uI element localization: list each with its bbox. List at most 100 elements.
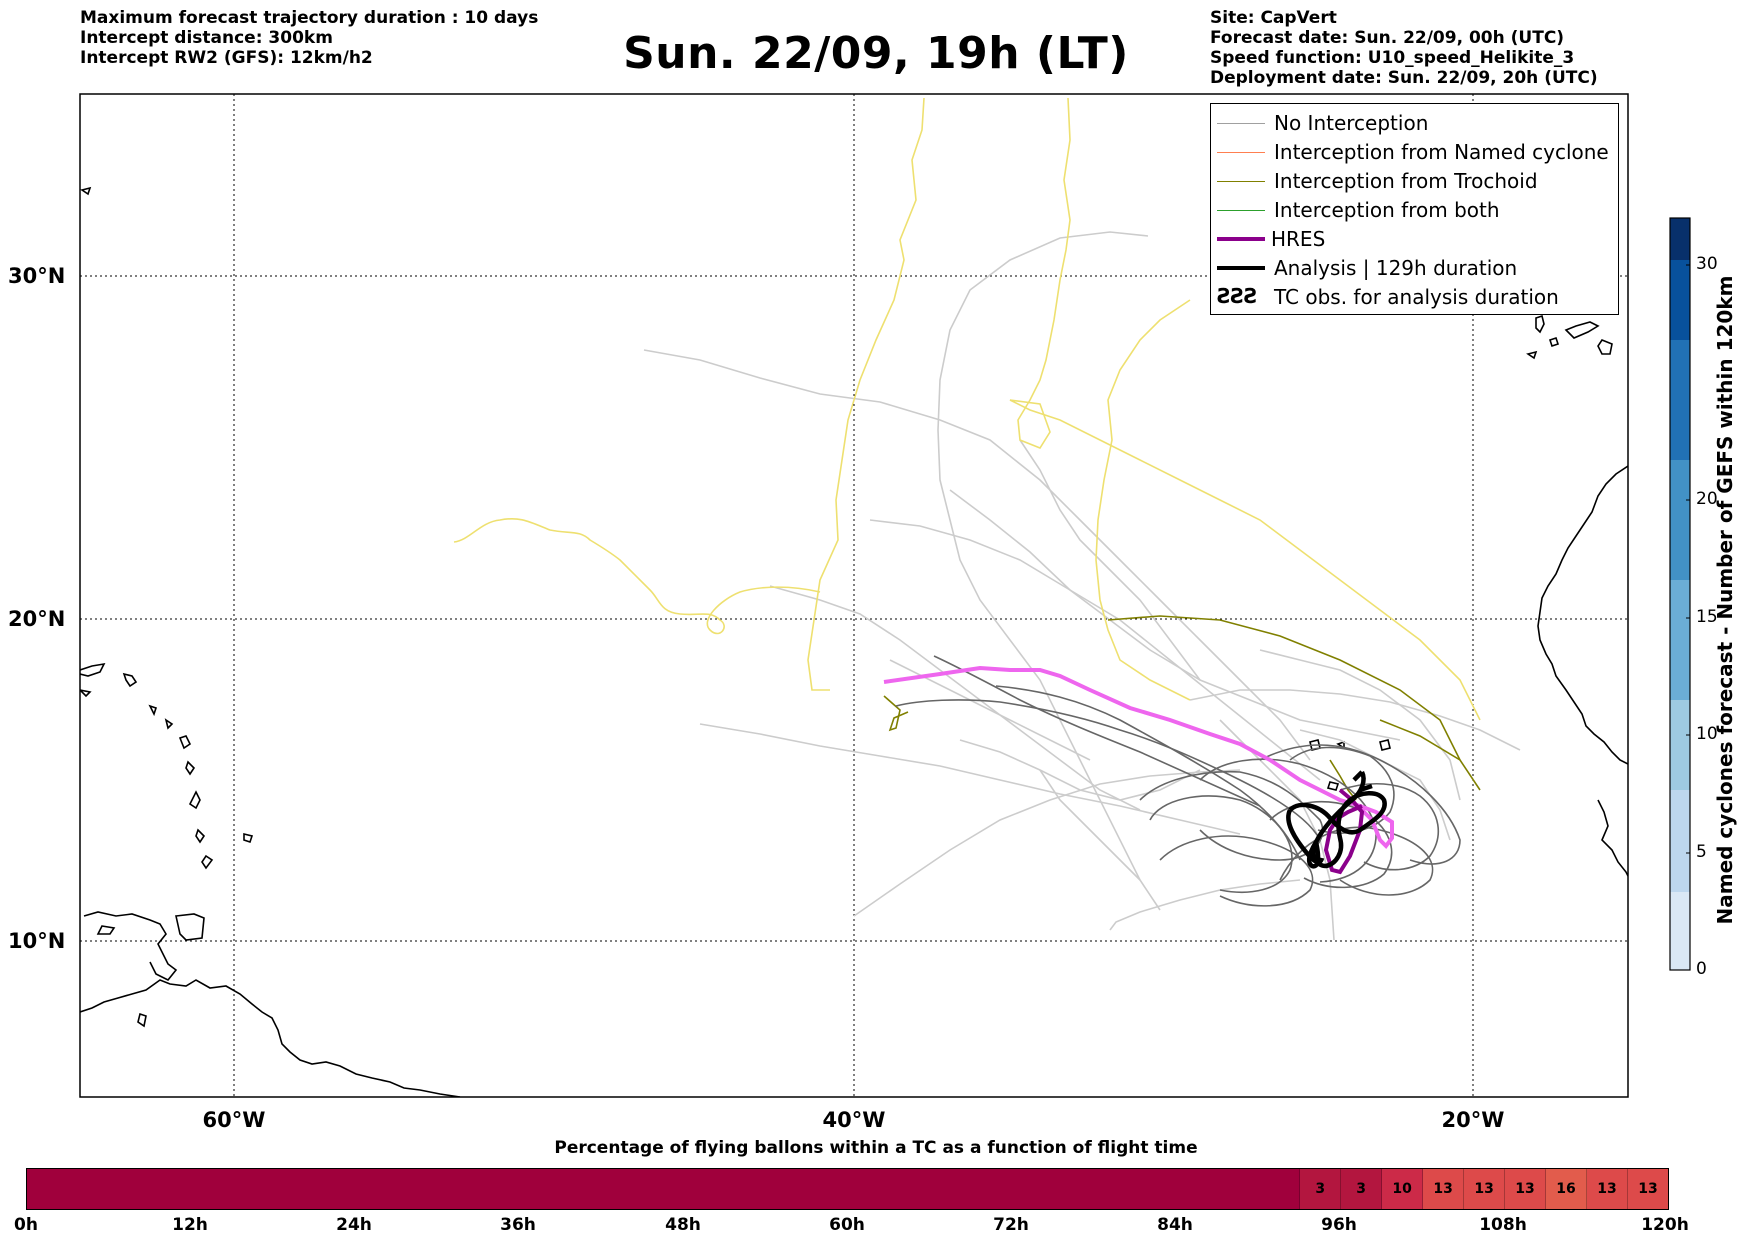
- map-legend: No Interception Interception from Named …: [1210, 103, 1619, 315]
- legend-item-tc-obs: ƧƧƧ TC obs. for analysis duration: [1211, 283, 1618, 312]
- legend-label: Analysis | 129h duration: [1274, 256, 1518, 280]
- cape-verde-2: [1336, 740, 1345, 750]
- cyclone-symbol-icon: ƧƧƧ: [1217, 284, 1258, 308]
- africa-coast: [1537, 465, 1628, 765]
- legend-label: HRES: [1271, 227, 1326, 251]
- island-c: [164, 718, 174, 730]
- colorbar-tick: 20: [1696, 489, 1718, 509]
- legend-swatch: [1217, 266, 1265, 270]
- colorbar-tick: 5: [1696, 842, 1707, 862]
- colorbar-segment: [1670, 700, 1690, 790]
- timebar-percent: 16: [1556, 1181, 1576, 1197]
- small-island-ne: [80, 186, 92, 196]
- site-text: Site: CapVert: [1210, 8, 1337, 28]
- legend-item-named-cyclone: Interception from Named cyclone: [1211, 138, 1618, 167]
- intercept-distance-text: Intercept distance: 300km: [80, 28, 333, 48]
- timebar-tick: 108h: [1479, 1215, 1527, 1235]
- legend-item-hres: HRES: [1211, 225, 1618, 254]
- lat-label-20n: 20°N: [8, 607, 66, 631]
- trochoid-interception-trajectories: [883, 615, 1481, 801]
- virgin-islands: [122, 672, 138, 688]
- timebar-tick: 12h: [172, 1215, 208, 1235]
- timebar-percent: 3: [1315, 1181, 1326, 1197]
- timebar-tick: 60h: [829, 1215, 865, 1235]
- africa-coast-south: [1597, 799, 1628, 877]
- barbados-coast: [175, 913, 205, 941]
- colorbar-segment: [1670, 790, 1690, 892]
- lesser-antilles-3: [188, 790, 201, 810]
- timebar-segment: 13: [1423, 1169, 1465, 1209]
- cape-verde-3: [1379, 739, 1391, 751]
- intercept-rw2-text: Intercept RW2 (GFS): 12km/h2: [80, 48, 373, 68]
- colorbar-tick: 30: [1696, 254, 1718, 274]
- timebar-tick: 96h: [1321, 1215, 1357, 1235]
- page-title: Sun. 22/09, 19h (LT): [623, 28, 1129, 79]
- lat-label-10n: 10°N: [8, 929, 66, 953]
- timebar-tick: 72h: [993, 1215, 1029, 1235]
- legend-label: Interception from Trochoid: [1274, 169, 1538, 193]
- timebar-segment: 13: [1505, 1169, 1547, 1209]
- legend-label: TC obs. for analysis duration: [1274, 285, 1559, 309]
- lon-label-20w: 20°W: [1441, 1108, 1505, 1132]
- lon-label-60w: 60°W: [202, 1108, 266, 1132]
- analysis-track: [1286, 770, 1387, 869]
- legend-label: Interception from Named cyclone: [1274, 140, 1609, 164]
- timebar-segment: 13: [1464, 1169, 1506, 1209]
- canary-islands-3: [1597, 339, 1613, 355]
- legend-swatch: [1217, 152, 1265, 153]
- timebar-percent: 10: [1392, 1181, 1412, 1197]
- colorbar: [1669, 217, 1691, 971]
- colorbar-segment: [1670, 340, 1690, 460]
- lesser-antilles-1: [178, 735, 192, 750]
- timebar-percent: 13: [1597, 1181, 1617, 1197]
- max-duration-text: Maximum forecast trajectory duration : 1…: [80, 8, 539, 28]
- island-a: [80, 689, 92, 698]
- timebar-segment: 16: [1546, 1169, 1587, 1209]
- legend-swatch: [1217, 237, 1265, 241]
- lon-label-40w: 40°W: [822, 1108, 886, 1132]
- trinidad-coast: [83, 911, 178, 982]
- timebar-segment: 3: [1300, 1169, 1342, 1209]
- puerto-rico-coast: [80, 662, 106, 677]
- legend-item-no-interception: No Interception: [1211, 109, 1618, 138]
- legend-item-analysis: Analysis | 129h duration: [1211, 254, 1618, 283]
- timebar-segment: 13: [1627, 1169, 1668, 1209]
- timebar-tick: 24h: [336, 1215, 372, 1235]
- header-right-info: Site: CapVert Forecast date: Sun. 22/09,…: [1210, 8, 1598, 88]
- timebar-segment: 13: [1587, 1169, 1628, 1209]
- legend-item-both: Interception from both: [1211, 196, 1618, 225]
- header-left-info: Maximum forecast trajectory duration : 1…: [80, 8, 538, 68]
- colorbar-segment: [1670, 580, 1690, 700]
- canary-islands-4: [1526, 350, 1538, 360]
- legend-item-trochoid: Interception from Trochoid: [1211, 167, 1618, 196]
- canary-islands-1: [1535, 314, 1545, 334]
- speed-function-text: Speed function: U10_speed_Helikite_3: [1210, 48, 1575, 68]
- colorbar-tick: 15: [1696, 607, 1718, 627]
- timebar-base-segment: [27, 1169, 1301, 1209]
- margarita-coast: [96, 925, 116, 935]
- island-b: [148, 704, 158, 717]
- timebar-percent: 13: [1515, 1181, 1535, 1197]
- legend-swatch: [1217, 210, 1265, 211]
- timebar-segment: 10: [1382, 1169, 1424, 1209]
- timebar-tick: 36h: [500, 1215, 536, 1235]
- legend-swatch: [1217, 123, 1265, 124]
- lesser-antilles-2: [185, 760, 196, 776]
- lat-label-30n: 30°N: [8, 264, 66, 288]
- timebar: 3 3 10 13 13 13 16 13 13: [26, 1168, 1669, 1210]
- legend-swatch: [1217, 181, 1265, 182]
- timebar-tick: 120h: [1641, 1215, 1689, 1235]
- timebar-tick: 84h: [1157, 1215, 1193, 1235]
- timebar-title: Percentage of flying ballons within a TC…: [554, 1138, 1198, 1158]
- lesser-antilles-5: [201, 854, 214, 870]
- colorbar-tick: 0: [1696, 959, 1707, 979]
- legend-label: No Interception: [1274, 111, 1429, 135]
- colorbar-segment: [1670, 218, 1690, 260]
- coastlines: [80, 186, 1628, 1097]
- canary-islands-2: [1564, 321, 1600, 339]
- colorbar-label: Named cyclones forecast - Number of GEFS…: [1713, 275, 1737, 925]
- island-d: [243, 832, 254, 844]
- yellow-trajectories: [453, 97, 1481, 721]
- colorbar-segment: [1670, 892, 1690, 970]
- small-island-1: [137, 1012, 147, 1028]
